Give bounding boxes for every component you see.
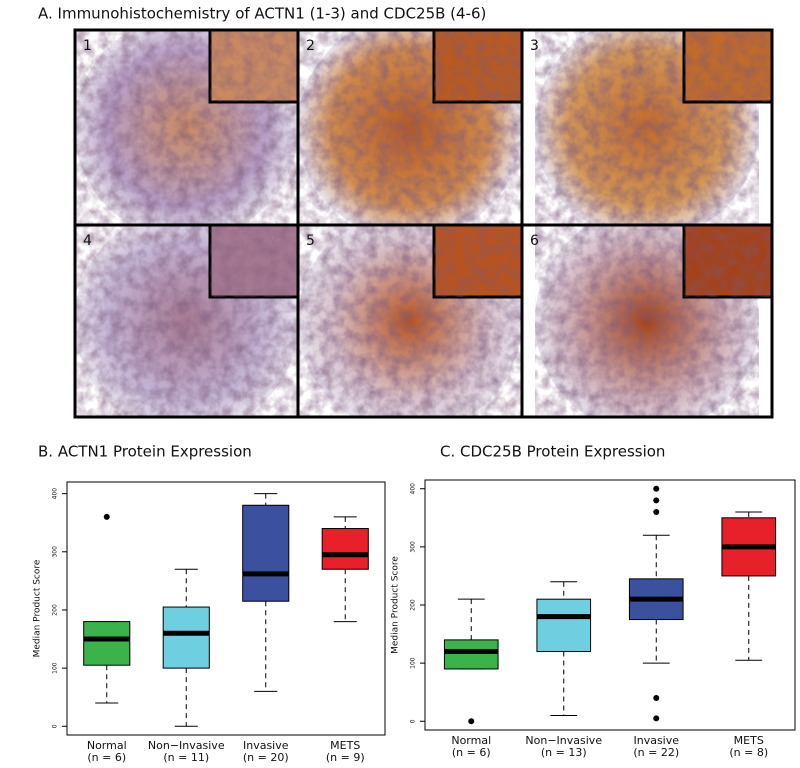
figure-a-title: A. Immunohistochemistry of ACTN1 (1-3) a… <box>38 5 486 23</box>
n-label: (n = 6) <box>87 751 126 764</box>
ihc-grid: 1 2 3 4 5 6 <box>73 28 774 419</box>
n-label: (n = 8) <box>729 746 768 759</box>
outlier <box>653 485 660 492</box>
x-tick-label: METS <box>330 739 360 752</box>
ihc-panel: 2 <box>298 30 522 225</box>
y-tick-label: 100 <box>410 657 417 669</box>
ihc-panel: 4 <box>75 225 298 417</box>
y-tick-label: 100 <box>52 662 59 674</box>
box <box>242 504 290 602</box>
box <box>443 639 499 670</box>
ihc-panel: 6 <box>522 225 772 417</box>
panel-label: 6 <box>530 233 539 249</box>
y-tick-label: 300 <box>410 541 417 553</box>
chart-title: C. CDC25B Protein Expression <box>440 443 665 461</box>
y-tick-label: 400 <box>52 488 59 500</box>
chart-title: B. ACTN1 Protein Expression <box>38 443 252 461</box>
inset-texture <box>434 30 522 102</box>
box <box>162 606 210 669</box>
n-label: (n = 13) <box>541 746 587 759</box>
outlier <box>653 715 660 722</box>
n-label: (n = 22) <box>633 746 679 759</box>
panel-label: 3 <box>530 38 539 54</box>
y-tick-label: 200 <box>410 599 417 611</box>
x-tick-label: Invasive <box>633 734 679 747</box>
x-tick-label: Non−Invasive <box>525 734 602 747</box>
inset-texture <box>210 225 298 297</box>
outlier <box>468 718 475 725</box>
x-tick-label: Invasive <box>243 739 289 752</box>
inset-texture <box>684 30 772 102</box>
n-label: (n = 11) <box>163 751 209 764</box>
box <box>321 528 369 570</box>
inset-texture <box>210 30 298 102</box>
box <box>536 598 592 653</box>
n-label: (n = 20) <box>243 751 289 764</box>
panel-label: 2 <box>306 38 315 54</box>
panel-label: 5 <box>306 233 315 249</box>
panel-label: 4 <box>83 233 92 249</box>
y-tick-label: 200 <box>52 604 59 616</box>
box <box>83 621 131 666</box>
outlier <box>653 695 660 702</box>
inset-texture <box>434 225 522 297</box>
y-tick-label: 0 <box>410 719 417 723</box>
ihc-panel: 5 <box>298 225 522 417</box>
plot-frame <box>66 481 386 736</box>
x-tick-label: Non−Invasive <box>148 739 225 752</box>
outlier <box>653 497 660 504</box>
inset-texture <box>684 225 772 297</box>
outlier <box>653 508 660 515</box>
y-tick-label: 300 <box>52 546 59 558</box>
y-tick-label: 400 <box>410 483 417 495</box>
x-tick-label: METS <box>734 734 764 747</box>
y-axis-label: Median Product Score <box>33 559 43 657</box>
ihc-panel: 3 <box>522 30 772 225</box>
outlier <box>103 513 110 520</box>
y-axis-label: Median Product Score <box>391 556 401 654</box>
x-tick-label: Normal <box>451 734 491 747</box>
ihc-panel: 1 <box>75 30 298 225</box>
x-tick-label: Normal <box>87 739 127 752</box>
y-tick-label: 0 <box>52 724 59 728</box>
n-label: (n = 9) <box>326 751 365 764</box>
n-label: (n = 6) <box>452 746 491 759</box>
panel-label: 1 <box>83 38 92 54</box>
